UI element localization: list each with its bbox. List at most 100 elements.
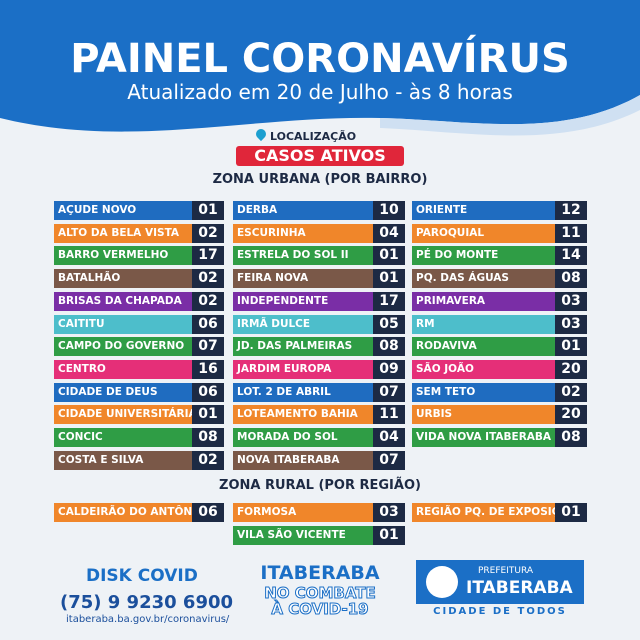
item-count: 20 [555, 405, 587, 425]
item-label: FORMOSA [237, 506, 297, 518]
item-label: BATALHÃO [58, 272, 121, 285]
item: MORADA DO SOL 04 [233, 428, 405, 447]
item-label: BARRO VERMELHO [58, 249, 169, 262]
item-count: 02 [192, 450, 224, 470]
item-label: VIDA NOVA ITABERABA [416, 431, 552, 443]
item-count: 02 [192, 223, 224, 243]
item-label: ESCURINHA [237, 226, 306, 239]
logo-pref: PREFEITURA [478, 566, 534, 576]
item-label: RM [416, 317, 435, 330]
item-count: 07 [373, 382, 405, 402]
item-label: AÇUDE NOVO [58, 204, 137, 216]
header-bg [0, 0, 640, 160]
url: itaberaba.ba.gov.br/coronavirus/ [66, 614, 230, 625]
item-label: REGIÃO PQ. DE EXPOSIÇÃO [416, 506, 555, 518]
disk: DISK COVID [86, 566, 198, 586]
item: RM 03 [412, 314, 587, 334]
item: NOVA ITABERABA 07 [233, 450, 405, 470]
item: ALTO DA BELA VISTA 02 [54, 223, 224, 243]
item: BATALHÃO 02 [54, 269, 224, 289]
item-label: BRISAS DA CHAPADA [58, 294, 182, 307]
item-count: 20 [555, 359, 587, 379]
item-count: 12 [555, 201, 587, 220]
item-count: 08 [555, 269, 587, 289]
item-count: 03 [373, 503, 405, 522]
item-count: 06 [192, 382, 224, 402]
item: URBIS 20 [412, 405, 587, 425]
item: JD. DAS PALMEIRAS 08 [233, 337, 405, 357]
item-count: 01 [192, 201, 224, 220]
item: PQ. DAS ÁGUAS 08 [412, 269, 587, 289]
item-count: 01 [192, 405, 224, 425]
item: VIDA NOVA ITABERABA 08 [412, 428, 587, 447]
item-count: 01 [555, 337, 587, 357]
rural-title: ZONA RURAL (POR REGIÃO) [219, 478, 421, 493]
item: AÇUDE NOVO 01 [54, 201, 224, 220]
campaign-city: ITABERABA [260, 562, 380, 584]
item-label: URBIS [416, 408, 453, 421]
item-count: 06 [192, 503, 224, 522]
item: CONCIC 08 [54, 428, 224, 447]
item-label: SÃO JOÃO [416, 362, 474, 375]
item-count: 03 [555, 291, 587, 311]
item-label: PAROQUIAL [416, 226, 485, 239]
item-label: JD. DAS PALMEIRAS [237, 340, 353, 353]
item: BRISAS DA CHAPADA 02 [54, 291, 224, 311]
item: ORIENTE 12 [412, 201, 587, 220]
location: LOCALIZAÇÃO [270, 130, 357, 143]
item: IRMÃ DULCE 05 [233, 314, 405, 334]
item-count: 14 [555, 246, 587, 266]
item: FORMOSA 03 [233, 503, 405, 522]
item: CIDADE DE DEUS 06 [54, 382, 224, 402]
item-count: 11 [373, 405, 405, 425]
item: CIDADE UNIVERSITÁRIA 01 [54, 405, 224, 425]
item-count: 08 [555, 428, 587, 447]
campaign-line: NO COMBATE [264, 584, 377, 603]
item: CALDEIRÃO DO ANTÔNIO 06 [54, 503, 224, 522]
item: INDEPENDENTE 17 [233, 291, 405, 311]
item-count: 02 [555, 382, 587, 402]
item: LOT. 2 DE ABRIL 07 [233, 382, 405, 402]
item-label: PQ. DAS ÁGUAS [416, 272, 509, 285]
item-count: 01 [373, 526, 405, 545]
item-count: 10 [373, 201, 405, 220]
item-count: 08 [373, 337, 405, 357]
item-label: CONCIC [58, 431, 103, 443]
item-count: 17 [373, 291, 405, 311]
item-label: SEM TETO [416, 385, 476, 398]
item-label: CALDEIRÃO DO ANTÔNIO [58, 506, 192, 518]
subtitle: Atualizado em 20 de Julho - às 8 horas [127, 80, 513, 104]
item-count: 11 [555, 223, 587, 243]
item-label: MORADA DO SOL [237, 431, 338, 443]
item: SEM TETO 02 [412, 382, 587, 402]
item: SÃO JOÃO 20 [412, 359, 587, 379]
item-label: FEIRA NOVA [237, 272, 309, 285]
item-label: LOTEAMENTO BAHIA [237, 408, 358, 421]
item: CAMPO DO GOVERNO 07 [54, 337, 224, 357]
logo-city: ITABERABA [466, 578, 573, 598]
item-count: 07 [192, 337, 224, 357]
item-label: CIDADE UNIVERSITÁRIA [58, 408, 192, 421]
item: LOTEAMENTO BAHIA 11 [233, 405, 405, 425]
item-label: IRMÃ DULCE [237, 317, 311, 330]
badge: CASOS ATIVOS [236, 146, 404, 166]
item-count: 07 [373, 450, 405, 470]
item: RODAVIVA 01 [412, 337, 587, 357]
item-label: INDEPENDENTE [237, 294, 329, 307]
item-label: CAMPO DO GOVERNO [58, 340, 185, 353]
item-label: CAITITU [58, 317, 105, 330]
item-label: PRIMAVERA [416, 294, 486, 307]
item: FEIRA NOVA 01 [233, 269, 405, 289]
item-label: VILA SÃO VICENTE [237, 529, 346, 541]
item: CENTRO 16 [54, 359, 224, 379]
item-count: 09 [373, 359, 405, 379]
item-label: LOT. 2 DE ABRIL [237, 385, 331, 398]
item: DERBA 10 [233, 201, 405, 220]
phone: (75) 9 9230 6900 [60, 592, 234, 613]
item-count: 01 [373, 269, 405, 289]
item-count: 04 [373, 428, 405, 447]
logo-box: PREFEITURA ITABERABA [416, 560, 584, 604]
item-label: COSTA E SILVA [58, 453, 144, 466]
item: REGIÃO PQ. DE EXPOSIÇÃO01 [412, 503, 587, 522]
